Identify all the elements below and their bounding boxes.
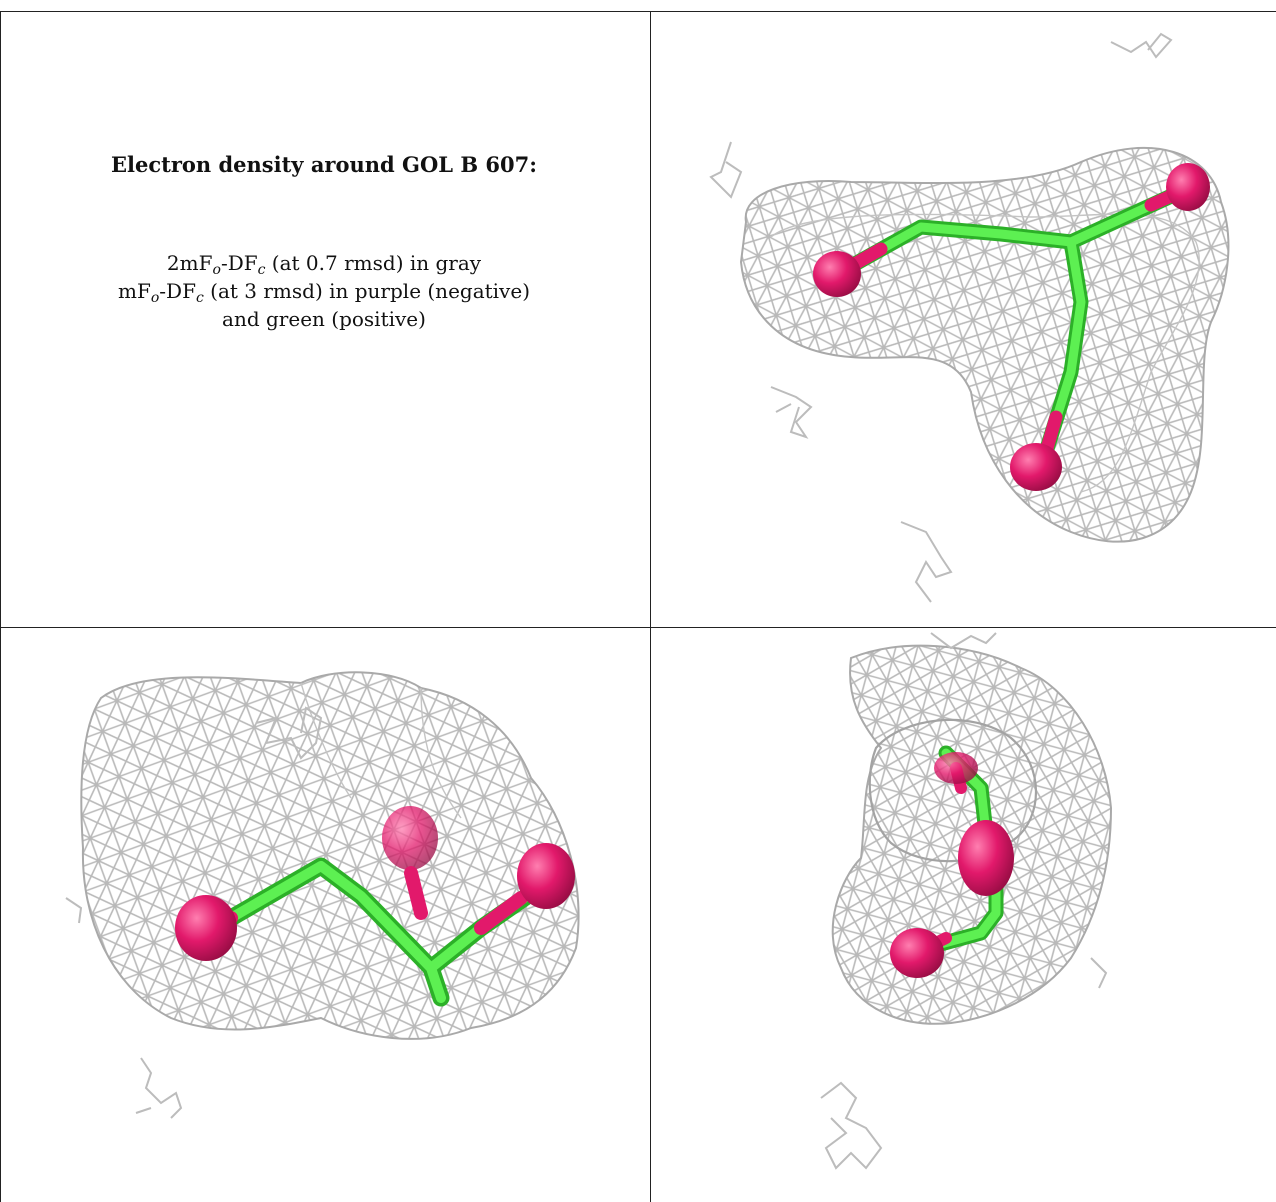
caption-line-fo: mFo-DFc (at 3 rmsd) in purple (negative) — [118, 279, 530, 306]
density-fragment — [770, 386, 813, 439]
density-fragment — [930, 632, 997, 650]
oxygen-atom — [175, 895, 237, 961]
legend-caption: Electron density around GOL B 607: 2mFo-… — [19, 152, 629, 333]
oxygen-atom — [1010, 443, 1062, 491]
density-mesh — [80, 671, 580, 1040]
density-fragment — [900, 521, 953, 603]
density-mesh-inner — [868, 718, 1038, 863]
density-fragment — [255, 706, 323, 760]
caption-title: Electron density around GOL B 607: — [111, 152, 537, 177]
density-fragment — [135, 1057, 183, 1119]
oxygen-atom — [934, 752, 978, 784]
density-fragment — [1090, 957, 1108, 989]
density-fragment — [1110, 32, 1173, 59]
density-view-bottom-right — [651, 628, 1276, 1202]
oxygen-atom — [382, 806, 438, 870]
top-border — [0, 11, 1276, 12]
left-border — [0, 11, 1, 1202]
oxygen-atom — [517, 843, 575, 909]
density-render-1 — [709, 32, 1230, 603]
density-fragment — [820, 1081, 883, 1170]
middle-border — [0, 627, 1276, 628]
density-mesh — [739, 147, 1230, 543]
density-mesh-inner — [770, 213, 1200, 493]
density-fragment — [65, 897, 83, 924]
oxygen-atom — [1166, 163, 1210, 211]
oxygen-atom — [958, 820, 1014, 896]
density-render-3 — [820, 632, 1113, 1170]
oxygen-atom — [890, 928, 944, 978]
density-fragment — [709, 141, 743, 199]
density-mesh-inner — [300, 682, 462, 819]
oxygen-atom — [813, 251, 861, 297]
caption-line-2fo: 2mFo-DFc (at 0.7 rmsd) in gray — [166, 251, 482, 278]
center-divider — [650, 11, 651, 1202]
caption-line-positive: and green (positive) — [222, 307, 426, 331]
density-render-2 — [65, 671, 580, 1119]
density-view-bottom-left — [1, 628, 650, 1202]
density-view-top-right — [651, 12, 1276, 627]
caption-cell: Electron density around GOL B 607: 2mFo-… — [1, 12, 650, 627]
